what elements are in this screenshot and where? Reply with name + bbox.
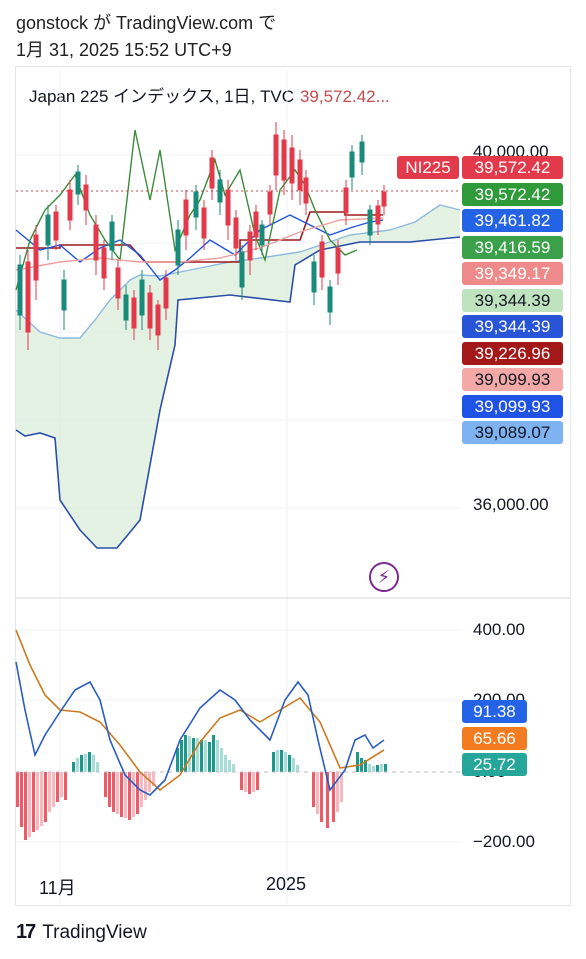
price-badge: 39,572.42	[462, 156, 563, 179]
footer-brand[interactable]: 17 TradingView	[16, 921, 147, 944]
shared-by-text: gonstock が TradingView.com で	[16, 13, 277, 33]
price-badge: 39,099.93	[462, 368, 563, 391]
price-badge: 39,089.07	[462, 421, 563, 444]
tradingview-logo-icon: 17	[16, 921, 36, 943]
ichimoku-cloud	[16, 205, 460, 548]
timestamp-text: 1月 31, 2025 15:52 UTC+9	[16, 40, 232, 60]
price-badge: 39,344.39	[462, 315, 563, 338]
symbol-last-price: 39,572.42...	[299, 87, 390, 106]
price-badge: 39,226.96	[462, 341, 563, 365]
share-header: gonstock が TradingView.com で 1月 31, 2025…	[16, 10, 276, 64]
senkou-span-a-line	[15, 204, 461, 339]
moving-average-line	[15, 217, 384, 271]
price-badge: 39,416.59	[462, 235, 563, 259]
macd-axis-top-label: 400.00	[473, 620, 525, 639]
candlesticks	[17, 122, 387, 350]
x-axis-label-2025: 2025	[266, 874, 307, 894]
macd-badge: 91.38	[462, 700, 527, 723]
x-axis-label-november: 11月	[39, 878, 76, 898]
chart-frame[interactable]	[15, 66, 571, 906]
macd-signal-line	[15, 629, 385, 792]
price-badge: 39,461.82	[462, 209, 563, 232]
lightning-bolt-icon[interactable]: ⚡	[369, 562, 399, 592]
macd-axis-bottom-label: −200.00	[473, 832, 535, 851]
macd-line	[15, 661, 385, 796]
price-badge: 39,099.93	[462, 394, 563, 418]
price-badge: 39,349.17	[462, 262, 563, 285]
symbol-legend[interactable]: Japan 225 インデックス, 1日, TVC 39,572.42...	[29, 82, 390, 107]
price-badge: 39,572.42	[462, 182, 563, 206]
macd-badge: 25.72	[462, 753, 527, 776]
macd-badge: 65.66	[462, 726, 527, 750]
symbol-title: Japan 225 インデックス, 1日, TVC	[29, 87, 294, 106]
brand-name: TradingView	[42, 921, 147, 943]
symbol-badge: NI225	[397, 156, 459, 179]
price-axis-bottom-label: 36,000.00	[473, 495, 549, 514]
tenkan-sen-line	[15, 214, 384, 281]
price-badge: 39,344.39	[462, 288, 563, 312]
